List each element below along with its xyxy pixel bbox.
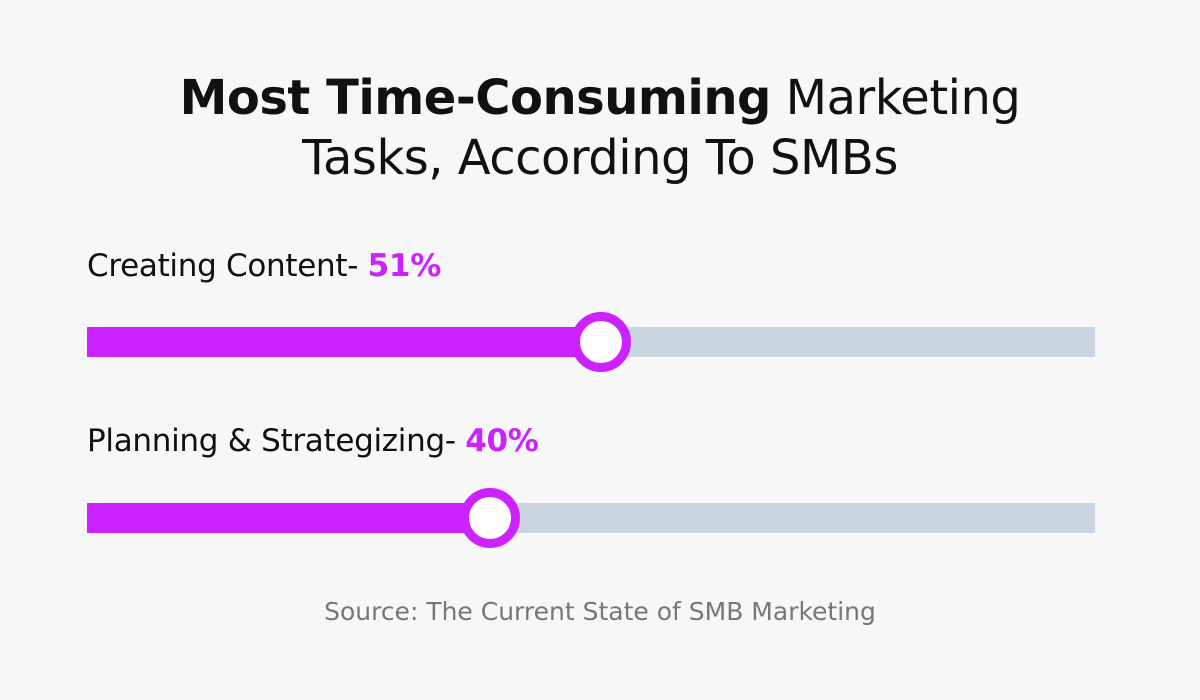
value-label: 51% — [367, 248, 442, 284]
title-line2: Tasks, According To SMBs — [302, 130, 898, 186]
bar-track-1 — [87, 488, 1095, 548]
chart-title: Most Time-Consuming Marketing Tasks, Acc… — [0, 68, 1200, 188]
bar-label-0: Creating Content- 51% — [87, 248, 441, 284]
bar-knob-1 — [460, 488, 521, 548]
source-note: Source: The Current State of SMB Marketi… — [324, 597, 876, 626]
bar-track-0 — [87, 312, 1095, 372]
category-label: Creating Content- — [87, 248, 368, 284]
bar-fill-0 — [87, 327, 602, 357]
category-label: Planning & Strategizing- — [87, 423, 466, 459]
value-label: 40% — [465, 423, 539, 459]
bar-label-1: Planning & Strategizing- 40% — [87, 423, 539, 459]
title-bold: Most Time-Consuming — [179, 70, 772, 126]
title-rest: Marketing — [770, 70, 1021, 126]
bar-fill-1 — [87, 503, 491, 533]
bar-knob-0 — [571, 312, 632, 372]
